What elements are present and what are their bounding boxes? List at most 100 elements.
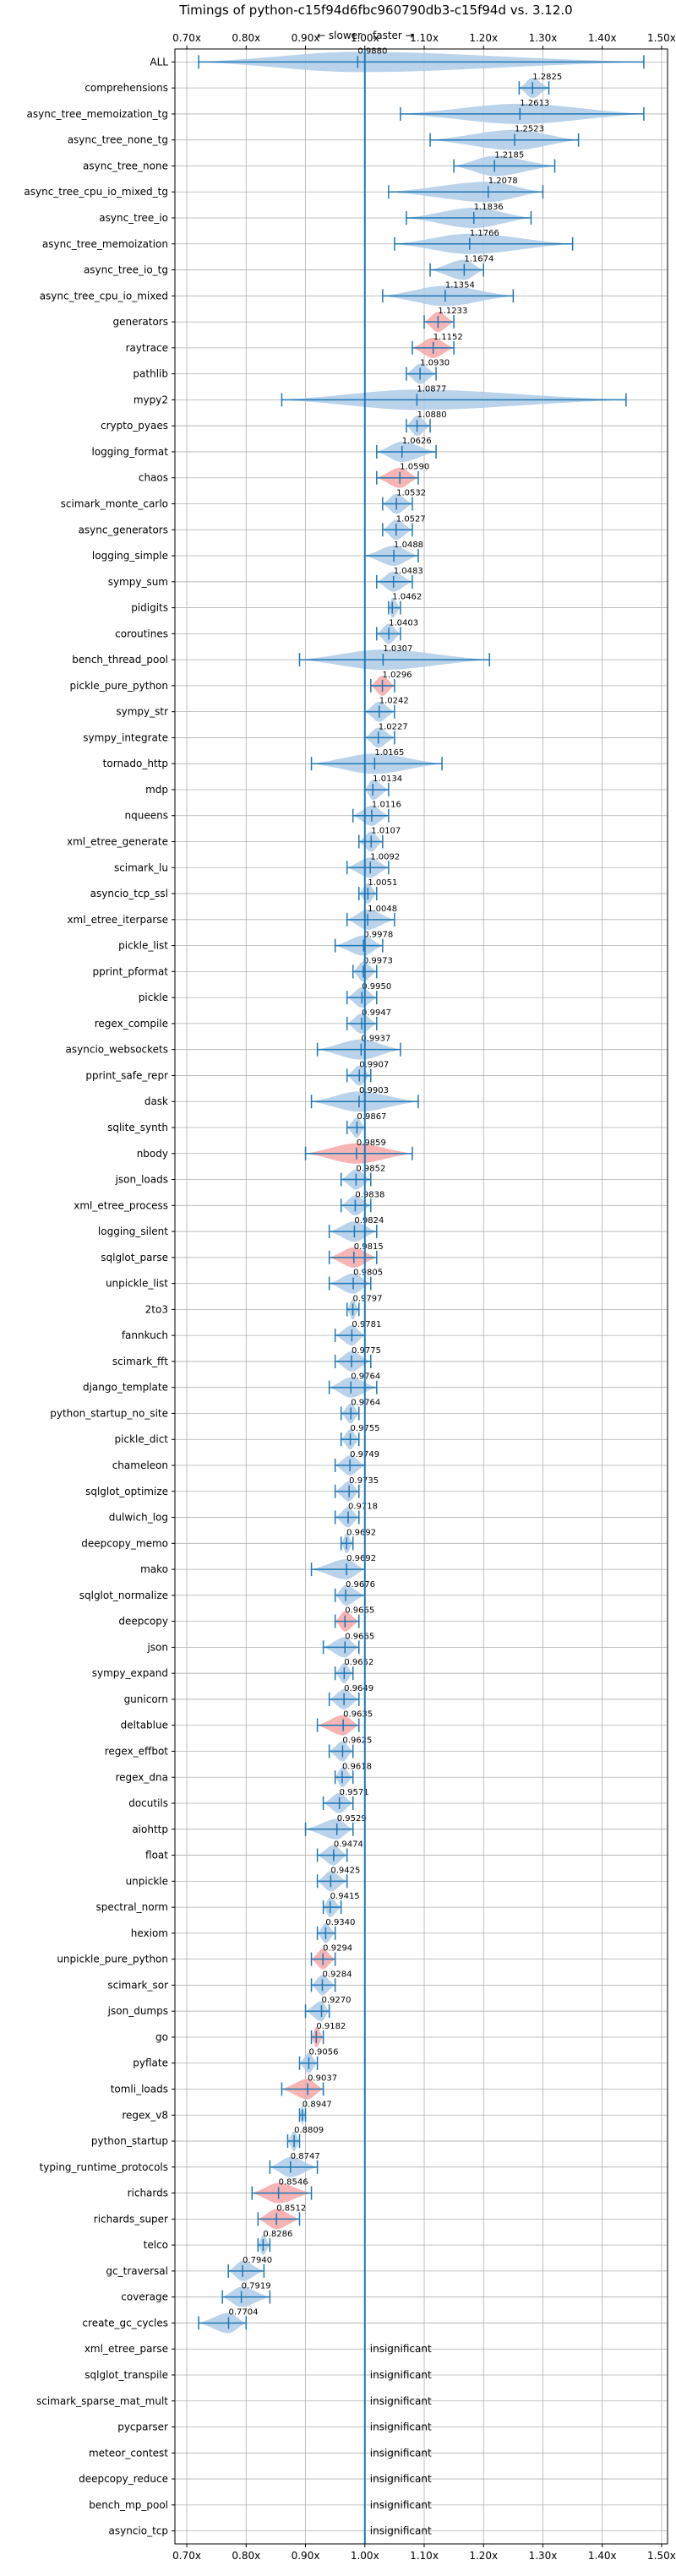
value-label: 1.0134 <box>373 774 402 784</box>
benchmark-label: async_tree_io_tg <box>84 264 168 276</box>
benchmark-label: deepcopy <box>118 1616 168 1628</box>
value-label: 0.9735 <box>349 1476 379 1486</box>
benchmark-label: logging_simple <box>92 550 168 562</box>
insignificant-label: insignificant <box>370 2473 432 2485</box>
benchmark-label: meteor_contest <box>89 2447 168 2459</box>
benchmark-label: nqueens <box>125 810 168 822</box>
x-tick-label-bottom: 1.20x <box>469 2550 498 2562</box>
benchmark-label: async_tree_memoization <box>42 238 168 250</box>
benchmark-label: asyncio_tcp_ssl <box>90 888 168 899</box>
benchmark-label: sqlglot_parse <box>101 1252 168 1264</box>
value-label: 0.9815 <box>354 1242 384 1252</box>
insignificant-label: insignificant <box>370 2447 432 2459</box>
x-tick-label-top: 0.90x <box>292 32 320 44</box>
benchmark-label: generators <box>112 316 168 328</box>
benchmark-label: python_startup <box>91 2135 168 2147</box>
value-label: 0.8546 <box>279 2178 308 2187</box>
benchmark-label: mypy2 <box>134 394 168 405</box>
value-label: 0.9474 <box>334 1840 363 1850</box>
value-label: 0.9037 <box>308 2074 337 2084</box>
benchmark-label: bench_mp_pool <box>89 2499 168 2511</box>
insignificant-label: insignificant <box>370 2499 432 2511</box>
benchmark-label: django_template <box>83 1382 168 1394</box>
benchmark-label: sqlglot_normalize <box>79 1590 168 1601</box>
value-label: 1.1674 <box>464 255 493 264</box>
value-label: 0.9665 <box>345 1606 374 1616</box>
value-label: 0.9692 <box>346 1528 376 1537</box>
value-label: 1.0307 <box>383 644 412 654</box>
benchmark-label: gc_traversal <box>106 2265 168 2277</box>
value-label: 0.9676 <box>346 1580 375 1590</box>
x-tick-label-bottom: 0.70x <box>172 2550 201 2562</box>
value-label: 0.9907 <box>359 1060 389 1069</box>
benchmark-label: hexiom <box>131 1927 168 1939</box>
value-label: 0.9950 <box>362 982 391 992</box>
benchmark-label: sympy_expand <box>92 1667 168 1679</box>
benchmark-label: python_startup_no_site <box>50 1407 168 1419</box>
value-label: 0.8512 <box>276 2204 306 2213</box>
value-label: 0.9797 <box>353 1294 383 1303</box>
value-label: 1.0242 <box>379 697 409 706</box>
benchmark-label: async_tree_io <box>99 212 168 224</box>
value-label: 1.0116 <box>372 801 401 810</box>
value-label: 1.0590 <box>400 463 429 472</box>
insignificant-label: insignificant <box>370 2343 432 2355</box>
insignificant-label: insignificant <box>370 2395 432 2407</box>
value-label: 1.0165 <box>374 748 404 758</box>
value-label: 1.0296 <box>383 671 412 680</box>
benchmark-label: create_gc_cycles <box>82 2317 168 2329</box>
value-label: 0.9838 <box>355 1190 384 1199</box>
value-label: 0.9618 <box>342 1762 372 1771</box>
benchmark-label: asyncio_tcp <box>108 2525 168 2537</box>
value-label: 0.8747 <box>291 2152 320 2161</box>
benchmark-label: async_tree_cpu_io_mixed_tg <box>24 186 168 198</box>
value-label: 0.9781 <box>352 1320 381 1329</box>
value-label: 0.9805 <box>353 1269 383 1278</box>
benchmark-label: deltablue <box>121 1720 168 1731</box>
benchmark-label: json_dumps <box>107 2005 168 2017</box>
value-label: 1.2613 <box>520 99 549 108</box>
benchmark-label: float <box>145 1850 168 1861</box>
x-tick-label-top: 0.80x <box>232 32 260 44</box>
value-label: 0.7704 <box>228 2307 258 2317</box>
value-label: 1.1766 <box>470 229 499 238</box>
value-label: 1.1354 <box>445 280 475 290</box>
value-label: 0.9947 <box>362 1008 391 1018</box>
value-label: 0.9718 <box>348 1503 378 1512</box>
value-label: 0.9937 <box>361 1035 390 1044</box>
benchmark-label: nbody <box>137 1148 168 1160</box>
x-tick-label-bottom: 1.50x <box>647 2550 676 2562</box>
value-label: 1.0051 <box>368 878 397 888</box>
benchmark-label: json <box>146 1641 168 1653</box>
benchmark-label: xml_etree_generate <box>67 836 168 848</box>
benchmark-label: richards <box>128 2187 168 2199</box>
benchmark-label: sympy_str <box>116 706 168 718</box>
value-label: 0.7919 <box>242 2282 271 2291</box>
benchmark-label: scimark_sparse_mat_mult <box>36 2395 168 2407</box>
benchmark-label: pidigits <box>131 602 168 614</box>
benchmark-label: pprint_pformat <box>93 965 169 977</box>
benchmark-label: chameleon <box>112 1459 168 1471</box>
benchmark-label: tornado_http <box>103 758 168 769</box>
benchmark-label: pickle_pure_python <box>70 680 168 692</box>
benchmark-label: aiohttp <box>132 1823 168 1835</box>
benchmark-label: bench_thread_pool <box>72 654 168 666</box>
slower-annotation: ← slower <box>317 30 362 41</box>
benchmark-label: scimark_lu <box>114 861 168 873</box>
value-label: 0.9852 <box>356 1165 385 1174</box>
benchmark-label: scimark_monte_carlo <box>61 497 168 509</box>
benchmark-label: xml_etree_parse <box>84 2343 168 2355</box>
benchmark-label: async_tree_none_tg <box>68 134 168 146</box>
benchmark-label: coverage <box>121 2291 168 2303</box>
benchmark-label: scimark_fft <box>112 1356 168 1367</box>
benchmark-label: comprehensions <box>84 82 168 94</box>
benchmark-label: regex_dna <box>115 1771 168 1783</box>
value-label: 0.9056 <box>308 2048 338 2057</box>
value-label: 0.9652 <box>344 1658 373 1667</box>
value-label: 1.0488 <box>394 541 423 550</box>
benchmark-label: pyflate <box>133 2057 168 2069</box>
value-label: 0.8809 <box>294 2126 324 2135</box>
benchmark-label: pycparser <box>117 2421 168 2433</box>
plot-frame <box>174 48 668 2545</box>
benchmark-label: json_loads <box>115 1174 168 1186</box>
